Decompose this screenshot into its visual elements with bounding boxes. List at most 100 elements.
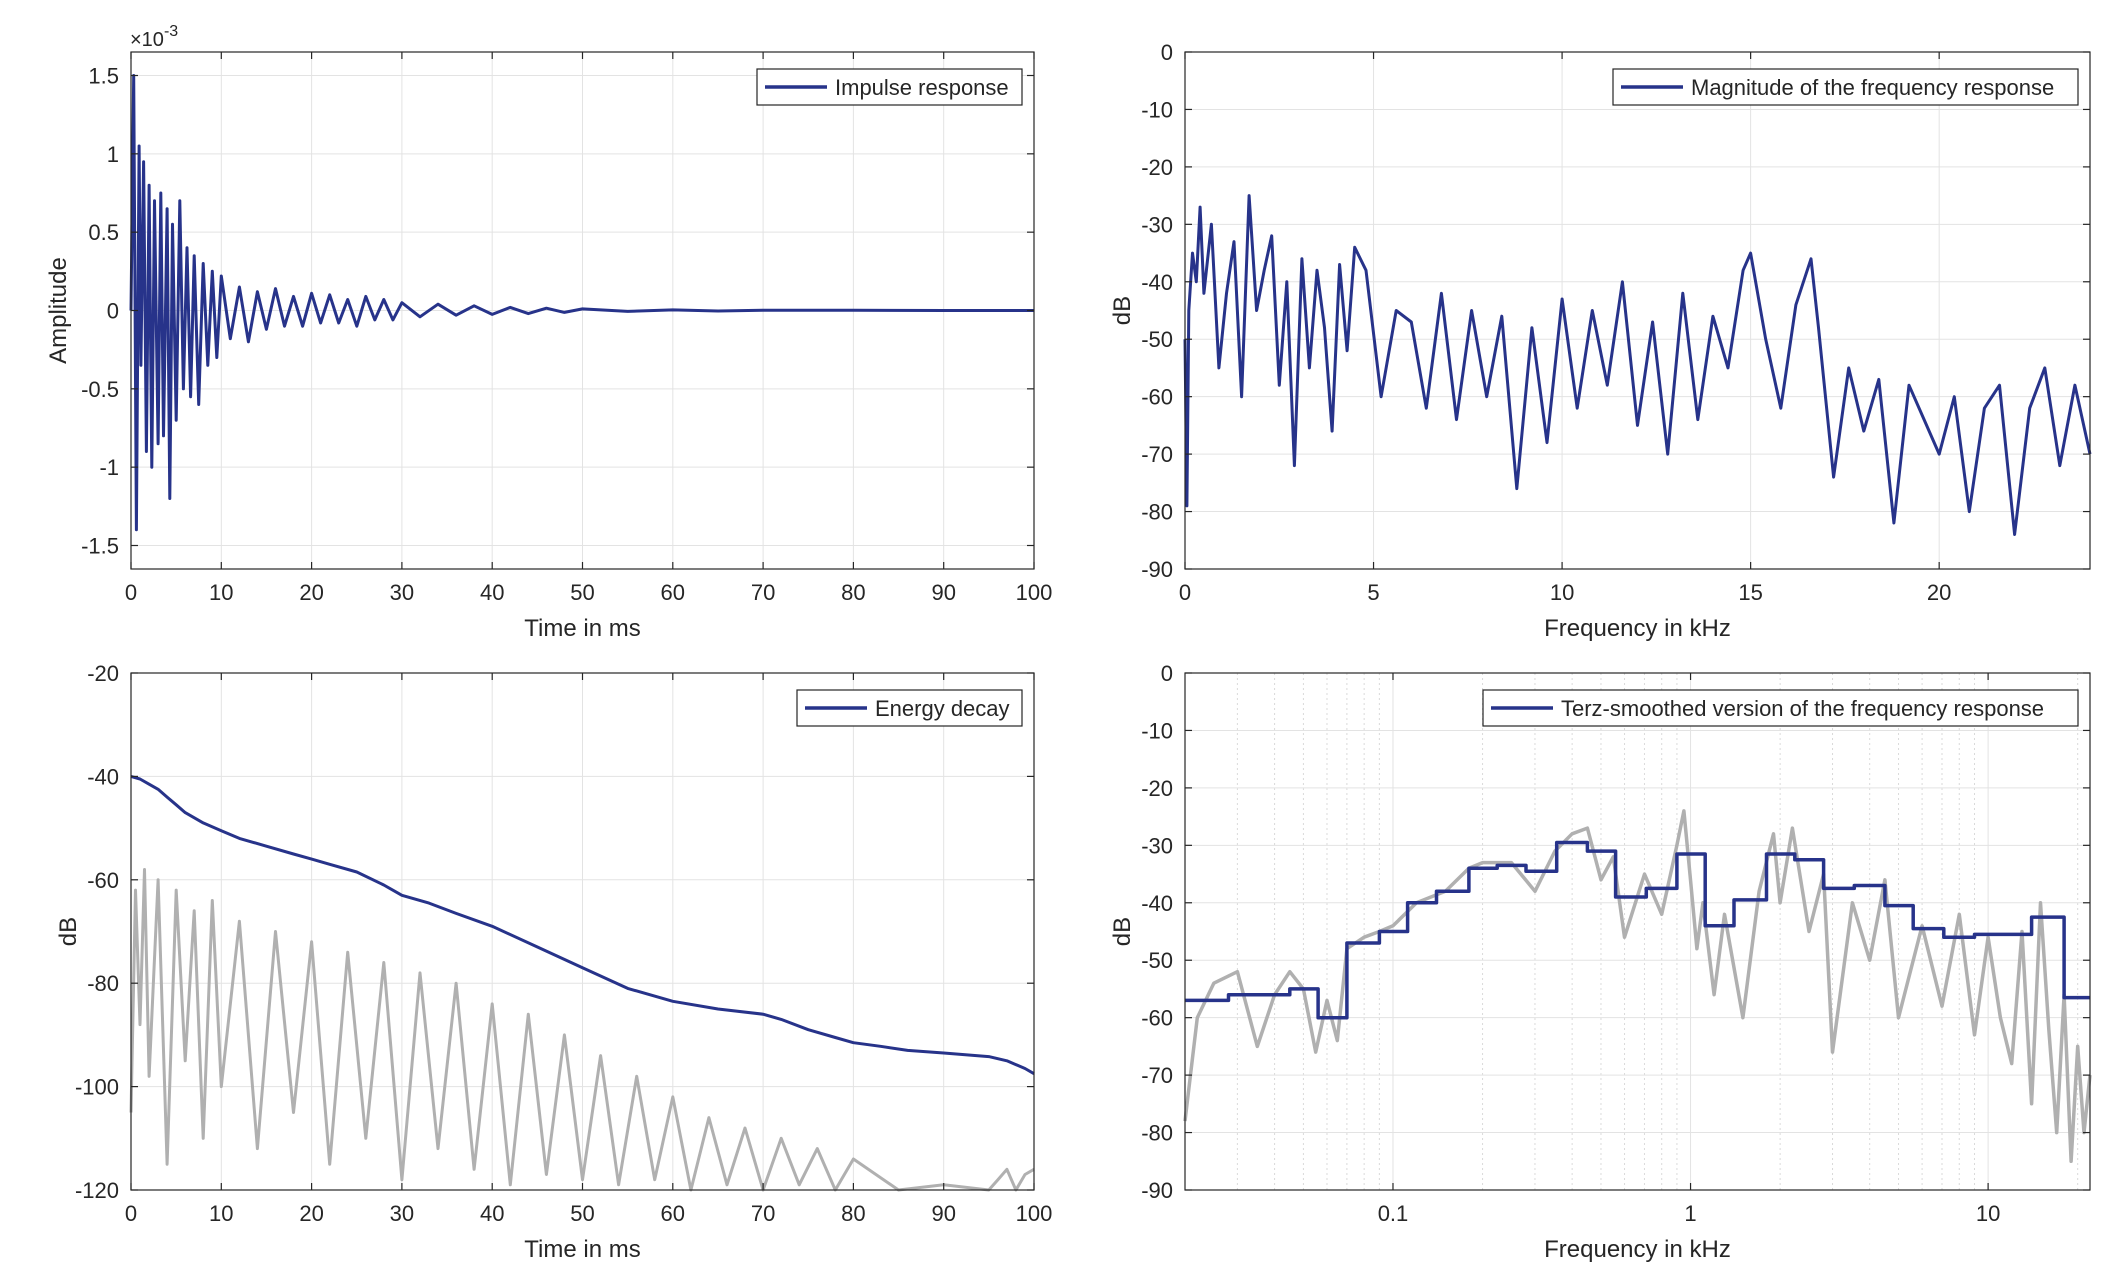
- decay-legend: Energy decay: [796, 689, 1023, 727]
- terz-y-tick-label: -50: [1141, 948, 1173, 973]
- decay-y-axis-label: dB: [55, 917, 82, 946]
- magnitude-axes-frame: [1184, 51, 2091, 570]
- terz-y-tick-label: -20: [1141, 776, 1173, 801]
- impulse-ticks: 0 10 20 30 40 50 60 70 80 90 100 -1.5 -1 -0.5 0 0.5 1 1.5: [81, 52, 1052, 605]
- impulse-legend-label: Impulse response: [835, 75, 1009, 100]
- decay-x-tick-label: 50: [570, 1201, 594, 1226]
- decay-grid: [130, 672, 1035, 1191]
- decay-x-tick-label: 100: [1016, 1201, 1053, 1226]
- magnitude-x-axis-label: Frequency in kHz: [1544, 615, 1731, 642]
- decay-x-tick-label: 80: [841, 1201, 865, 1226]
- magnitude-y-tick-label: -80: [1141, 500, 1173, 525]
- magnitude-y-tick-label: -70: [1141, 442, 1173, 467]
- terz-grid: [1185, 672, 2090, 1191]
- impulse-x-tick-label: 90: [931, 580, 955, 605]
- decay-x-tick-label: 30: [390, 1201, 414, 1226]
- decay-x-tick-label: 70: [751, 1201, 775, 1226]
- impulse-response-line: [129, 74, 1034, 532]
- impulse-x-tick-label: 60: [661, 580, 685, 605]
- magnitude-y-tick-label: -20: [1141, 155, 1173, 180]
- decay-y-tick-label: -100: [75, 1075, 119, 1100]
- impulse-x-tick-label: 0: [125, 580, 137, 605]
- magnitude-y-tick-label: -30: [1141, 212, 1173, 237]
- decay-gray-line: [129, 868, 1035, 1192]
- terz-legend-box: [1482, 689, 2079, 727]
- terz-gray-line: [1183, 809, 2092, 1164]
- impulse-x-tick-label: 80: [841, 580, 865, 605]
- terz-y-tick-label: -30: [1141, 833, 1173, 858]
- impulse-y-tick-label: 1.5: [88, 64, 119, 89]
- magnitude-y-tick-label: -10: [1141, 97, 1173, 122]
- terz-y-tick-label: -70: [1141, 1063, 1173, 1088]
- impulse-x-tick-label: 10: [209, 580, 233, 605]
- terz-x-tick-label: 1: [1684, 1201, 1696, 1226]
- magnitude-x-tick-label: 20: [1927, 580, 1951, 605]
- terz-ticks: 0.1 1 10 0 -10 -20 -30 -40 -50 -60 -70 -80 -90: [1141, 661, 2090, 1226]
- magnitude-x-tick-label: 0: [1179, 580, 1191, 605]
- impulse-y-tick-label: 1: [107, 142, 119, 167]
- terz-y-axis-label: dB: [1109, 917, 1136, 946]
- decay-y-tick-label: -60: [87, 868, 119, 893]
- magnitude-x-tick-label: 5: [1367, 580, 1379, 605]
- decay-x-tick-label: 40: [480, 1201, 504, 1226]
- magnitude-ticks: 0 5 10 15 20 0 -10 -20 -30 -40 -50 -60 -70 -80 -90: [1141, 40, 2090, 605]
- magnitude-y-axis-label: dB: [1109, 296, 1136, 325]
- decay-x-tick-label: 20: [299, 1201, 323, 1226]
- terz-y-tick-label: -10: [1141, 718, 1173, 743]
- terz-y-tick-label: -90: [1141, 1178, 1173, 1203]
- terz-legend: Terz-smoothed version of the frequency r…: [1482, 689, 2079, 727]
- impulse-x-tick-label: 100: [1016, 580, 1053, 605]
- decay-y-tick-label: -20: [87, 661, 119, 686]
- energy-decay-line: [130, 774, 1035, 1075]
- impulse-y-axis-label: Amplitude: [45, 257, 72, 364]
- magnitude-legend: Magnitude of the frequency response: [1612, 68, 2079, 106]
- terz-x-tick-label: 10: [1976, 1201, 2000, 1226]
- impulse-exponent-label: ×10-3: [130, 23, 178, 51]
- decay-x-tick-label: 10: [209, 1201, 233, 1226]
- decay-x-tick-label: 90: [931, 1201, 955, 1226]
- magnitude-legend-box: [1612, 68, 2079, 106]
- impulse-y-tick-label: -0.5: [81, 377, 119, 402]
- impulse-y-tick-label: 0.5: [88, 220, 119, 245]
- magnitude-x-tick-label: 10: [1550, 580, 1574, 605]
- magnitude-y-tick-label: -50: [1141, 327, 1173, 352]
- impulse-legend: Impulse response: [756, 68, 1023, 106]
- terz-legend-label: Terz-smoothed version of the frequency r…: [1561, 696, 2044, 721]
- decay-y-tick-label: -40: [87, 764, 119, 789]
- impulse-y-tick-label: -1.5: [81, 534, 119, 559]
- decay-x-tick-label: 60: [661, 1201, 685, 1226]
- magnitude-y-tick-label: -90: [1141, 557, 1173, 582]
- decay-x-axis-label: Time in ms: [524, 1236, 640, 1263]
- impulse-y-tick-label: -1: [99, 455, 119, 480]
- decay-legend-label: Energy decay: [875, 696, 1010, 721]
- impulse-x-tick-label: 70: [751, 580, 775, 605]
- terz-smoothed-chart: 0.1 1 10 0 -10 -20 -30 -40 -50 -60 -70 -80 -90 Frequ…: [1109, 661, 2092, 1263]
- magnitude-response-chart: 0 5 10 15 20 0 -10 -20 -30 -40 -50 -60 -70 -80 -90 Fre…: [1109, 40, 2092, 642]
- magnitude-y-tick-label: -40: [1141, 270, 1173, 295]
- magnitude-y-tick-label: -60: [1141, 385, 1173, 410]
- magnitude-response-line: [1183, 194, 2092, 536]
- magnitude-legend-label: Magnitude of the frequency response: [1691, 75, 2054, 100]
- terz-y-tick-label: 0: [1161, 661, 1173, 686]
- terz-smoothed-line: [1185, 840, 2090, 1020]
- impulse-x-tick-label: 40: [480, 580, 504, 605]
- energy-decay-chart: 0 10 20 30 40 50 60 70 80 90 100 -20 -40 -60 -80 -100 -1…: [55, 661, 1052, 1263]
- terz-x-axis-label: Frequency in kHz: [1544, 1236, 1731, 1263]
- decay-y-tick-label: -120: [75, 1178, 119, 1203]
- impulse-y-tick-label: 0: [107, 299, 119, 324]
- terz-axes-frame: [1184, 672, 2091, 1191]
- terz-y-tick-label: -80: [1141, 1121, 1173, 1146]
- terz-x-tick-label: 0.1: [1378, 1201, 1409, 1226]
- impulse-x-tick-label: 30: [390, 580, 414, 605]
- terz-y-tick-label: -40: [1141, 891, 1173, 916]
- impulse-x-axis-label: Time in ms: [524, 615, 640, 642]
- impulse-response-chart: 0 10 20 30 40 50 60 70 80 90 100 -1.5 -1 -0.5 0 0.5 1 1.5…: [45, 23, 1052, 642]
- terz-y-tick-label: -60: [1141, 1006, 1173, 1031]
- decay-ticks: 0 10 20 30 40 50 60 70 80 90 100 -20 -40 -60 -80 -100 -1…: [75, 661, 1052, 1226]
- magnitude-y-tick-label: 0: [1161, 40, 1173, 65]
- decay-y-tick-label: -80: [87, 971, 119, 996]
- impulse-x-tick-label: 50: [570, 580, 594, 605]
- impulse-x-tick-label: 20: [299, 580, 323, 605]
- decay-x-tick-label: 0: [125, 1201, 137, 1226]
